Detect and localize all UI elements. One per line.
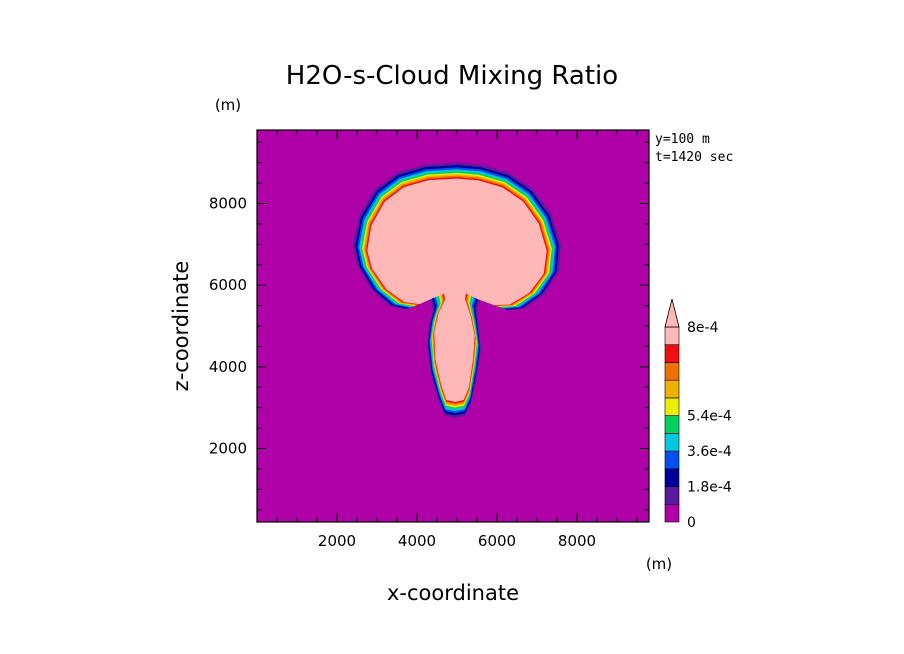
y-unit-label: (m) bbox=[215, 96, 241, 114]
colorbar-label: 3.6e-4 bbox=[687, 444, 732, 460]
colorbar-label: 5.4e-4 bbox=[687, 409, 732, 425]
colorbar-segment bbox=[664, 415, 680, 434]
y-tick-label: 8000 bbox=[209, 195, 247, 213]
colorbar-segment bbox=[664, 379, 680, 399]
colorbar-label: 1.8e-4 bbox=[687, 480, 732, 496]
colorbar: 0 1.8e-4 3.6e-4 5.4e-4 8e-4 bbox=[664, 298, 732, 531]
x-axis: 2000 4000 6000 8000 bbox=[276, 130, 638, 550]
colorbar-label: 0 bbox=[687, 515, 696, 531]
cloud-contours bbox=[353, 162, 561, 418]
colorbar-extend-arrow bbox=[664, 298, 680, 328]
contour-band-10 bbox=[367, 178, 547, 402]
slice-annotation: y=100 m bbox=[655, 132, 710, 147]
colorbar-segment bbox=[664, 362, 680, 381]
colorbar-label: 8e-4 bbox=[687, 320, 719, 336]
x-tick-label: 6000 bbox=[478, 532, 516, 550]
colorbar-segment bbox=[664, 433, 680, 452]
x-tick-label: 2000 bbox=[318, 532, 356, 550]
colorbar-segment bbox=[664, 397, 680, 416]
colorbar-segment bbox=[664, 344, 680, 363]
x-tick-label: 4000 bbox=[398, 532, 436, 550]
time-annotation: t=1420 sec bbox=[655, 150, 733, 165]
chart-title: H2O-s-Cloud Mixing Ratio bbox=[286, 61, 618, 91]
colorbar-segment bbox=[664, 468, 680, 487]
y-axis: 2000 4000 6000 8000 bbox=[209, 141, 649, 511]
y-tick-label: 6000 bbox=[209, 276, 247, 294]
x-unit-label: (m) bbox=[646, 555, 672, 573]
y-tick-label: 2000 bbox=[209, 440, 247, 458]
colorbar-segment bbox=[664, 450, 680, 470]
colorbar-segment bbox=[664, 486, 680, 505]
colorbar-segment bbox=[664, 326, 680, 346]
colorbar-segment bbox=[664, 503, 680, 523]
x-axis-label: x-coordinate bbox=[387, 581, 519, 605]
x-tick-label: 8000 bbox=[558, 532, 596, 550]
y-axis-label: z-coordinate bbox=[169, 261, 193, 392]
plot-area: 2000 4000 6000 8000 2000 4000 6000 8000 bbox=[209, 129, 650, 550]
y-tick-label: 4000 bbox=[209, 358, 247, 376]
